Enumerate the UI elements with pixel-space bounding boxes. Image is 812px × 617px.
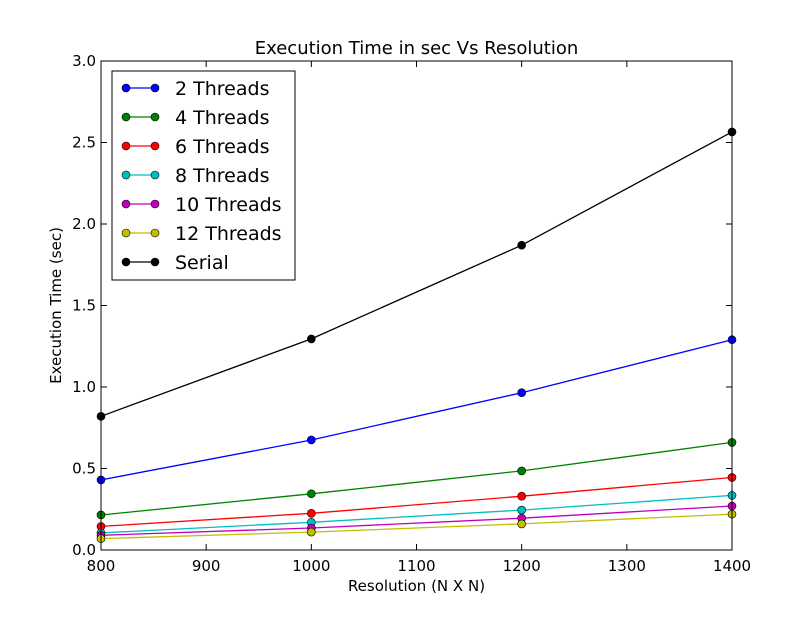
- legend-label: Serial: [175, 252, 229, 274]
- y-axis-ticks: 0.0 0.5 1.0 1.5 2.0 2.5 3.0: [72, 52, 732, 559]
- legend-label: 4 Threads: [175, 107, 269, 129]
- legend-marker: [150, 112, 160, 122]
- data-point: [517, 519, 526, 529]
- legend-item: 10 Threads: [121, 194, 282, 216]
- legend-item: 6 Threads: [121, 136, 269, 158]
- series-line: [100, 476, 733, 528]
- x-axis-label: Resolution (N X N): [348, 577, 485, 595]
- series-line: [100, 505, 733, 536]
- legend-item: 12 Threads: [121, 223, 282, 245]
- legend-marker: [121, 112, 131, 122]
- legend-item: 4 Threads: [121, 107, 269, 129]
- y-tick-label: 2.5: [72, 134, 96, 152]
- y-tick-label: 1.0: [72, 378, 96, 396]
- legend-label: 12 Threads: [175, 223, 282, 245]
- data-point: [307, 435, 316, 445]
- data-point: [307, 527, 316, 537]
- legend-label: 2 Threads: [175, 78, 269, 100]
- chart-title: Execution Time in sec Vs Resolution: [255, 38, 579, 59]
- data-point: [307, 489, 316, 499]
- y-tick-label: 1.5: [72, 297, 96, 315]
- data-point: [517, 466, 526, 476]
- y-axis-label: Execution Time (sec): [47, 227, 65, 384]
- y-tick-label: 0.0: [72, 541, 96, 559]
- legend-marker: [121, 83, 131, 93]
- x-tick-label: 1100: [397, 557, 435, 575]
- data-point: [307, 509, 316, 518]
- legend-marker: [121, 257, 131, 267]
- legend-marker: [150, 170, 160, 180]
- legend-marker: [150, 228, 160, 238]
- y-tick-label: 2.0: [72, 215, 96, 233]
- data-point: [517, 491, 526, 501]
- legend: 2 Threads 4 Threads 6 Threads 8 Threads 10 T…: [111, 70, 296, 281]
- y-tick-label: 0.5: [72, 460, 96, 478]
- legend-label: 6 Threads: [175, 136, 269, 158]
- x-tick-label: 1300: [608, 557, 646, 575]
- legend-marker: [150, 83, 160, 93]
- data-point: [517, 505, 526, 515]
- legend-marker: [121, 228, 131, 238]
- legend-label: 10 Threads: [175, 194, 282, 216]
- y-tick-label: 3.0: [72, 52, 96, 70]
- legend-marker: [121, 141, 131, 151]
- legend-marker: [121, 170, 131, 180]
- legend-marker: [150, 141, 160, 151]
- series-line: [100, 131, 733, 417]
- x-tick-label: 1200: [503, 557, 541, 575]
- series-2-threads: [96, 335, 737, 485]
- data-point: [307, 334, 316, 344]
- series-line: [100, 441, 733, 516]
- series-line: [100, 513, 733, 540]
- x-tick-label: 1000: [292, 557, 330, 575]
- legend-item: 2 Threads: [121, 78, 269, 100]
- legend-marker: [121, 199, 131, 209]
- series-serial: [96, 127, 737, 421]
- legend-marker: [150, 257, 160, 267]
- legend-marker: [150, 199, 160, 209]
- x-tick-label: 900: [192, 557, 221, 575]
- x-tick-label: 800: [87, 557, 116, 575]
- series-line: [100, 339, 733, 481]
- data-point: [517, 388, 526, 398]
- legend-item: 8 Threads: [121, 165, 269, 187]
- legend-label: 8 Threads: [175, 165, 269, 187]
- x-axis-ticks: 800 900 1000 1100 1200 1300 1400: [87, 61, 751, 575]
- series-line: [100, 494, 733, 534]
- legend-item: Serial: [121, 252, 229, 274]
- data-point: [517, 240, 526, 250]
- x-tick-label: 1400: [713, 557, 751, 575]
